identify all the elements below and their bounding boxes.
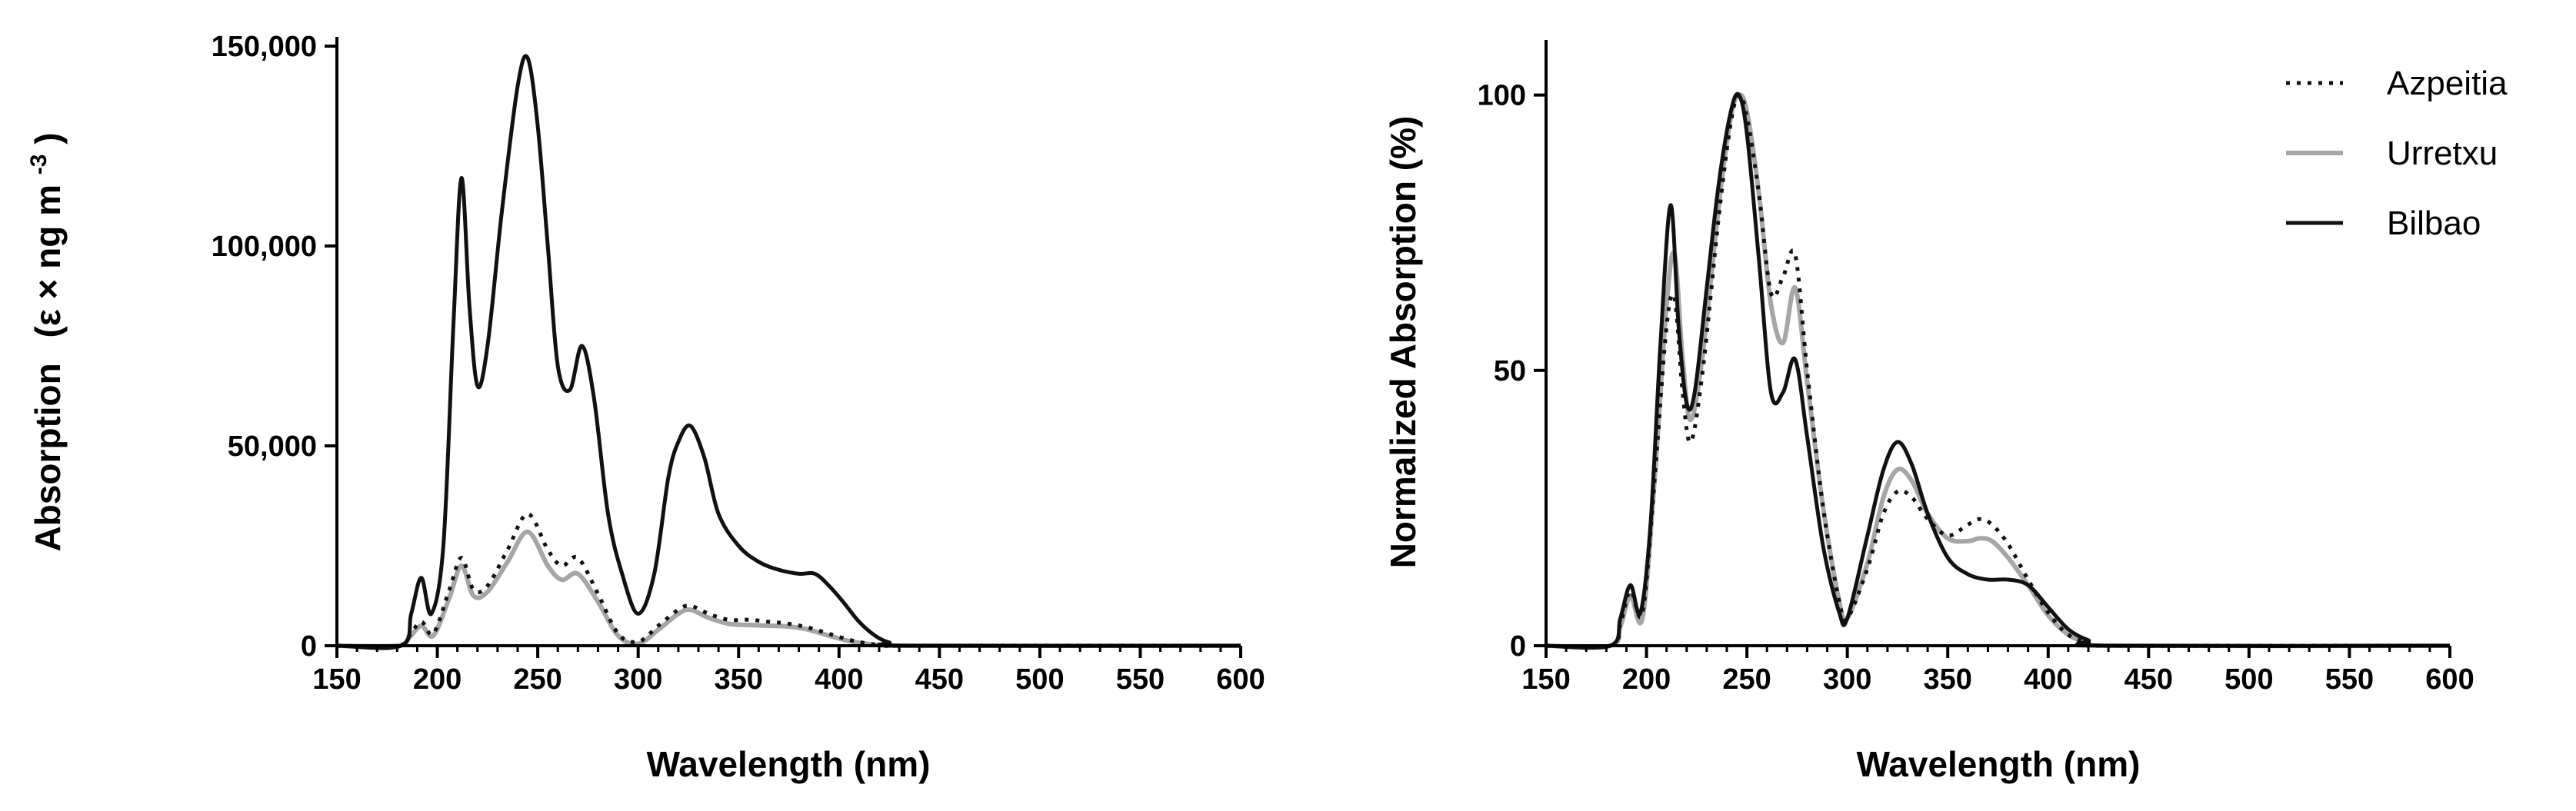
series-line-bilbao — [336, 54, 1241, 650]
right-x-tick-label: 250 — [1722, 663, 1771, 696]
legend: Azpeitia Urretxu Bilbao — [2286, 65, 2508, 242]
right-x-ticks: 150 200 250 300 350 400 450 500 550 600 — [1521, 646, 2474, 696]
left-y-axis-title-close: ) — [28, 132, 68, 144]
left-x-tick-label: 600 — [1216, 663, 1265, 696]
right-x-tick-label: 350 — [1924, 663, 1972, 696]
right-x-tick-label: 200 — [1622, 663, 1671, 696]
right-x-tick-label: 600 — [2425, 663, 2474, 696]
left-x-ticks: 150 200 250 300 350 400 450 500 550 600 — [312, 646, 1265, 696]
left-y-tick-label: 0 — [301, 630, 317, 663]
left-x-tick-label: 400 — [815, 663, 863, 696]
absorption-series-group — [336, 54, 1241, 650]
right-y-tick-label: 0 — [1510, 630, 1526, 663]
left-x-tick-label: 350 — [715, 663, 763, 696]
series-line-azpeitia — [336, 511, 1241, 649]
right-x-tick-label: 300 — [1823, 663, 1871, 696]
left-y-tick-label: 100,000 — [212, 231, 317, 263]
right-y-ticks: 0 50 100 — [1478, 80, 1546, 663]
left-x-axis-title: Wavelength (nm) — [647, 744, 931, 784]
left-y-tick-label: 50,000 — [228, 430, 317, 463]
series-line-urretxu — [1545, 92, 2451, 650]
legend-label-urretxu: Urretxu — [2387, 135, 2498, 172]
left-x-tick-label: 500 — [1015, 663, 1064, 696]
series-line-bilbao — [1545, 91, 2451, 650]
normalized-absorption-chart: 0 50 100 150 200 250 300 350 400 450 500 550 600 Wa… — [1383, 40, 2474, 784]
right-x-axis-title: Wavelength (nm) — [1857, 744, 2141, 784]
left-y-axis-title-superscript: -3 — [26, 155, 52, 175]
left-y-tick-label: 150,000 — [212, 31, 317, 63]
right-x-tick-label: 500 — [2224, 663, 2273, 696]
left-x-tick-label: 300 — [614, 663, 662, 696]
left-y-axis-title: Absorption (ε × ng m -3 ) — [14, 132, 68, 551]
left-y-ticks: 0 50,000 100,000 150,000 — [212, 31, 337, 663]
left-x-tick-label: 200 — [413, 663, 462, 696]
left-x-tick-label: 250 — [513, 663, 562, 696]
left-x-tick-label: 450 — [915, 663, 964, 696]
legend-label-bilbao: Bilbao — [2387, 204, 2481, 242]
right-x-tick-label: 150 — [1521, 663, 1570, 696]
left-x-tick-label: 150 — [312, 663, 361, 696]
right-y-axis-title: Normalized Absorption (%) — [1383, 116, 1423, 569]
right-x-tick-label: 400 — [2024, 663, 2072, 696]
right-x-tick-label: 450 — [2124, 663, 2173, 696]
right-y-tick-label: 100 — [1478, 80, 1526, 112]
legend-label-azpeitia: Azpeitia — [2387, 65, 2508, 102]
right-y-tick-label: 50 — [1494, 355, 1526, 387]
normalized-series-group — [1545, 91, 2451, 650]
left-x-tick-label: 550 — [1116, 663, 1165, 696]
left-y-axis-title-main: Absorption — [28, 363, 68, 551]
absorption-chart: 0 50,000 100,000 150,000 150 200 250 300 350 400… — [14, 31, 1265, 784]
right-x-tick-label: 550 — [2325, 663, 2374, 696]
left-y-axis-title-units: (ε × ng m — [28, 184, 68, 337]
series-line-urretxu — [336, 529, 1241, 649]
